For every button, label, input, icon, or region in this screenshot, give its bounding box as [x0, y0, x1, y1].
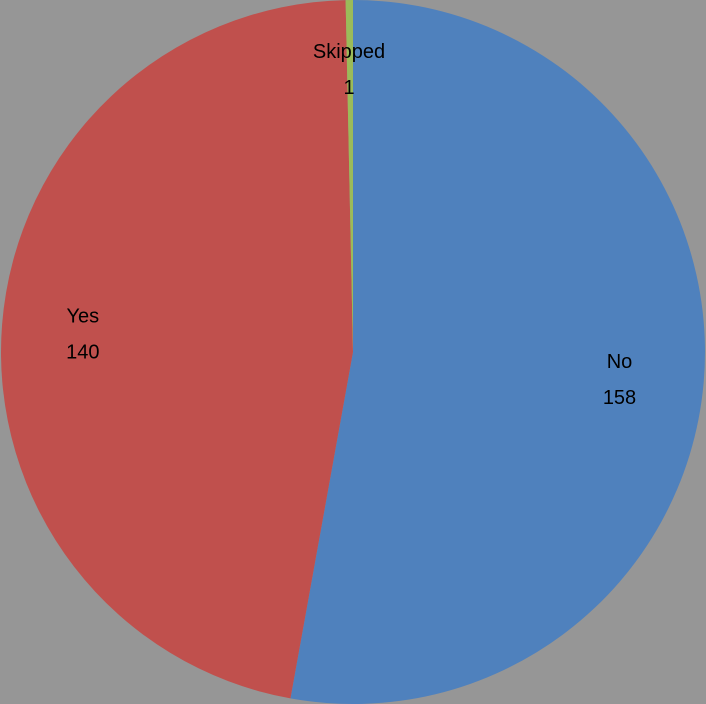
data-label-category: Skipped [313, 41, 385, 63]
data-label-category: No [607, 351, 633, 373]
data-label-category: Yes [66, 306, 99, 328]
data-label-no: No 158 [603, 351, 636, 409]
pie-slice-no [290, 0, 705, 704]
pie-slice-yes [1, 0, 354, 699]
data-label-value: 158 [603, 387, 636, 409]
data-label-value: 140 [66, 342, 99, 364]
labels-layer: No 158 Yes 140 Skipped 1 [66, 41, 636, 409]
data-label-yes: Yes 140 [66, 306, 99, 364]
data-label-value: 1 [343, 77, 354, 99]
pie-slice-skipped [345, 0, 353, 352]
data-label-skipped: Skipped 1 [313, 41, 385, 99]
